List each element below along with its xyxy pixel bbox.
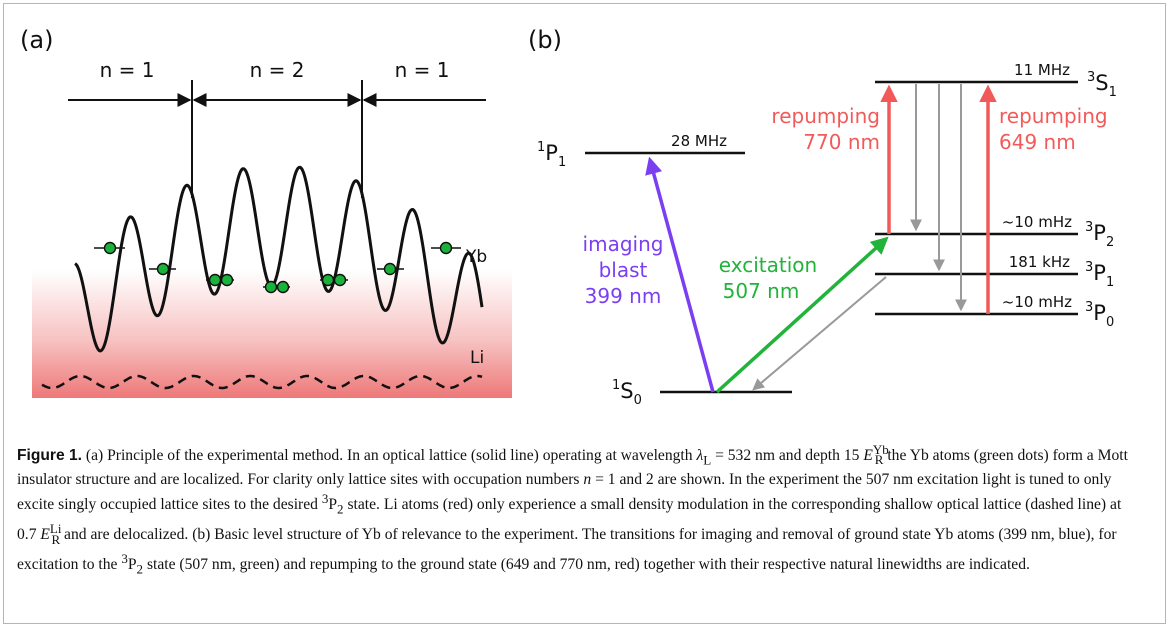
transition-excitation-arrow	[715, 236, 889, 394]
li-label: Li	[470, 348, 484, 368]
state-label-3P2: 3P2	[1085, 220, 1114, 250]
panel-b-label: (b)	[528, 26, 562, 54]
state-label-3P0: 3P0	[1085, 300, 1114, 330]
linewidth-1P1: 28 MHz	[671, 132, 727, 150]
linewidth-3S1: 11 MHz	[1014, 61, 1070, 79]
yb-label: Yb	[465, 247, 487, 267]
state-label-1P1: 1P1	[537, 140, 566, 170]
decay-3P1-1S0	[752, 276, 887, 391]
section-label-right: n = 1	[395, 58, 450, 82]
label-repump-770: repumping 770 nm	[771, 104, 880, 154]
svg-text:excitation: excitation	[719, 253, 817, 277]
label-repump-649: repumping 649 nm	[999, 104, 1108, 154]
state-label-1S0: 1S0	[612, 378, 642, 408]
svg-text:repumping: repumping	[999, 104, 1108, 128]
svg-text:repumping: repumping	[771, 104, 880, 128]
caption-label: Figure 1.	[17, 447, 82, 465]
svg-text:649 nm: 649 nm	[999, 130, 1076, 154]
label-excitation: excitation 507 nm	[719, 253, 817, 303]
section-label-middle: n = 2	[250, 58, 305, 82]
li-lattice-curve	[41, 374, 483, 390]
atom-dot	[276, 280, 290, 294]
yb-lattice-curve	[74, 165, 484, 353]
svg-text:399 nm: 399 nm	[585, 284, 662, 308]
atom-dot	[208, 273, 222, 287]
atom-dot	[156, 262, 170, 276]
svg-text:770 nm: 770 nm	[803, 130, 880, 154]
linewidth-3P2: ~10 mHz	[1002, 213, 1072, 231]
figure-graphic: (a) n = 1 n = 2 n = 1 Yb Li (b)	[20, 26, 1117, 408]
atom-dot	[333, 273, 347, 287]
linewidth-3P0: ~10 mHz	[1002, 293, 1072, 311]
transition-imaging-arrow	[645, 156, 715, 393]
svg-text:blast: blast	[599, 258, 648, 282]
atom-dot	[103, 241, 117, 255]
atom-dot	[264, 280, 278, 294]
atom-dot	[220, 273, 234, 287]
atom-dot	[383, 262, 397, 276]
figure-caption: Figure 1. (a) Principle of the experimen…	[17, 442, 1128, 577]
state-label-3S1: 3S1	[1087, 70, 1117, 100]
yb-atoms	[94, 241, 461, 294]
state-label-3P1: 3P1	[1085, 260, 1114, 290]
panel-a-label: (a)	[20, 26, 53, 54]
svg-text:507 nm: 507 nm	[723, 279, 800, 303]
atom-dot	[439, 241, 453, 255]
label-imaging: imaging blast 399 nm	[583, 232, 664, 308]
section-label-left: n = 1	[100, 58, 155, 82]
linewidth-3P1: 181 kHz	[1009, 253, 1070, 271]
svg-text:imaging: imaging	[583, 232, 664, 256]
atom-dot	[321, 273, 335, 287]
